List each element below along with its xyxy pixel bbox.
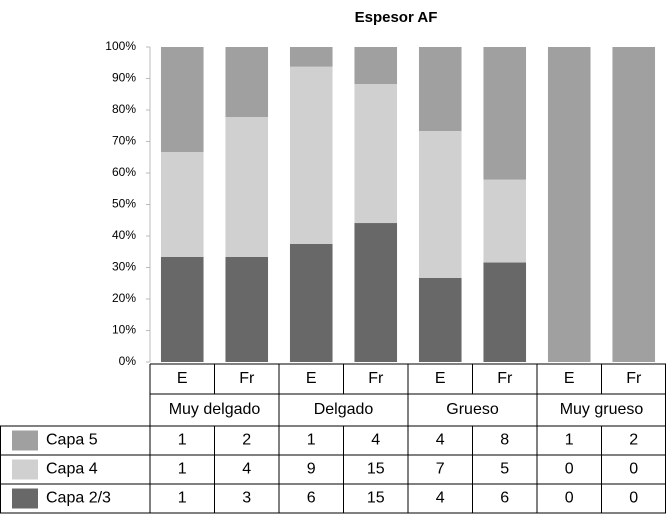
bar-segment <box>418 47 462 131</box>
table-value: 1 <box>178 432 187 449</box>
table-value: 1 <box>178 461 187 478</box>
bar-segment <box>547 47 591 362</box>
x-tick-label: E <box>435 370 446 387</box>
table-value: 9 <box>307 461 316 478</box>
y-tick-label: 100% <box>105 39 136 53</box>
legend-swatch <box>12 430 38 451</box>
y-tick-label: 10% <box>112 323 136 337</box>
y-tick-label: 50% <box>112 197 136 211</box>
table-value: 4 <box>371 432 380 449</box>
y-tick-label: 90% <box>112 71 136 85</box>
x-tick-label: E <box>306 370 317 387</box>
x-tick-label: Fr <box>239 370 255 387</box>
table-value: 2 <box>242 432 251 449</box>
bar-segment <box>354 47 398 85</box>
group-label: Muy grueso <box>560 401 644 418</box>
table-value: 6 <box>307 490 316 507</box>
x-tick-label: Fr <box>497 370 513 387</box>
bar-segment <box>289 47 333 67</box>
table-value: 7 <box>436 461 445 478</box>
x-tick-label: Fr <box>626 370 642 387</box>
bar-segment <box>160 152 204 257</box>
y-tick-label: 40% <box>112 228 136 242</box>
table-value: 0 <box>565 461 574 478</box>
table-value: 2 <box>629 432 638 449</box>
table-value: 1 <box>178 490 187 507</box>
bar-segment <box>225 47 269 117</box>
legend-swatch <box>12 459 38 480</box>
bar-segment <box>225 117 269 257</box>
y-tick-label: 70% <box>112 134 136 148</box>
table-value: 15 <box>367 490 385 507</box>
bar-segment <box>418 131 462 278</box>
bar-segment <box>354 223 398 362</box>
bar-segment <box>483 179 527 263</box>
table-value: 4 <box>436 432 445 449</box>
bar-segment <box>483 47 527 180</box>
bar-segment <box>354 84 398 224</box>
legend-swatch <box>12 488 38 509</box>
table-value: 0 <box>629 461 638 478</box>
y-tick-label: 0% <box>119 354 137 368</box>
bar-segment <box>418 278 462 362</box>
table-value: 5 <box>500 461 509 478</box>
bar-segment <box>289 66 333 244</box>
y-tick-label: 60% <box>112 165 136 179</box>
group-label: Grueso <box>446 401 499 418</box>
y-tick-label: 30% <box>112 260 136 274</box>
table-value: 4 <box>436 490 445 507</box>
legend-label: Capa 5 <box>46 432 98 449</box>
y-tick-label: 80% <box>112 102 136 116</box>
table-value: 0 <box>629 490 638 507</box>
bar-segment <box>225 257 269 362</box>
group-label: Delgado <box>314 401 374 418</box>
chart-title: Espesor AF <box>355 9 438 26</box>
table-value: 1 <box>565 432 574 449</box>
table-value: 1 <box>307 432 316 449</box>
y-tick-label: 20% <box>112 291 136 305</box>
table-value: 4 <box>242 461 251 478</box>
x-tick-label: E <box>564 370 575 387</box>
bar-segment <box>160 47 204 152</box>
table-value: 8 <box>500 432 509 449</box>
bar-segment <box>483 262 527 362</box>
x-tick-label: E <box>177 370 188 387</box>
legend-label: Capa 2/3 <box>46 490 111 507</box>
group-label: Muy delgado <box>169 401 261 418</box>
table-value: 3 <box>242 490 251 507</box>
legend-label: Capa 4 <box>46 461 98 478</box>
table-value: 0 <box>565 490 574 507</box>
bar-segment <box>289 243 333 362</box>
bar-segment <box>160 257 204 362</box>
table-value: 15 <box>367 461 385 478</box>
table-value: 6 <box>500 490 509 507</box>
x-tick-label: Fr <box>368 370 384 387</box>
bar-segment <box>612 47 656 362</box>
